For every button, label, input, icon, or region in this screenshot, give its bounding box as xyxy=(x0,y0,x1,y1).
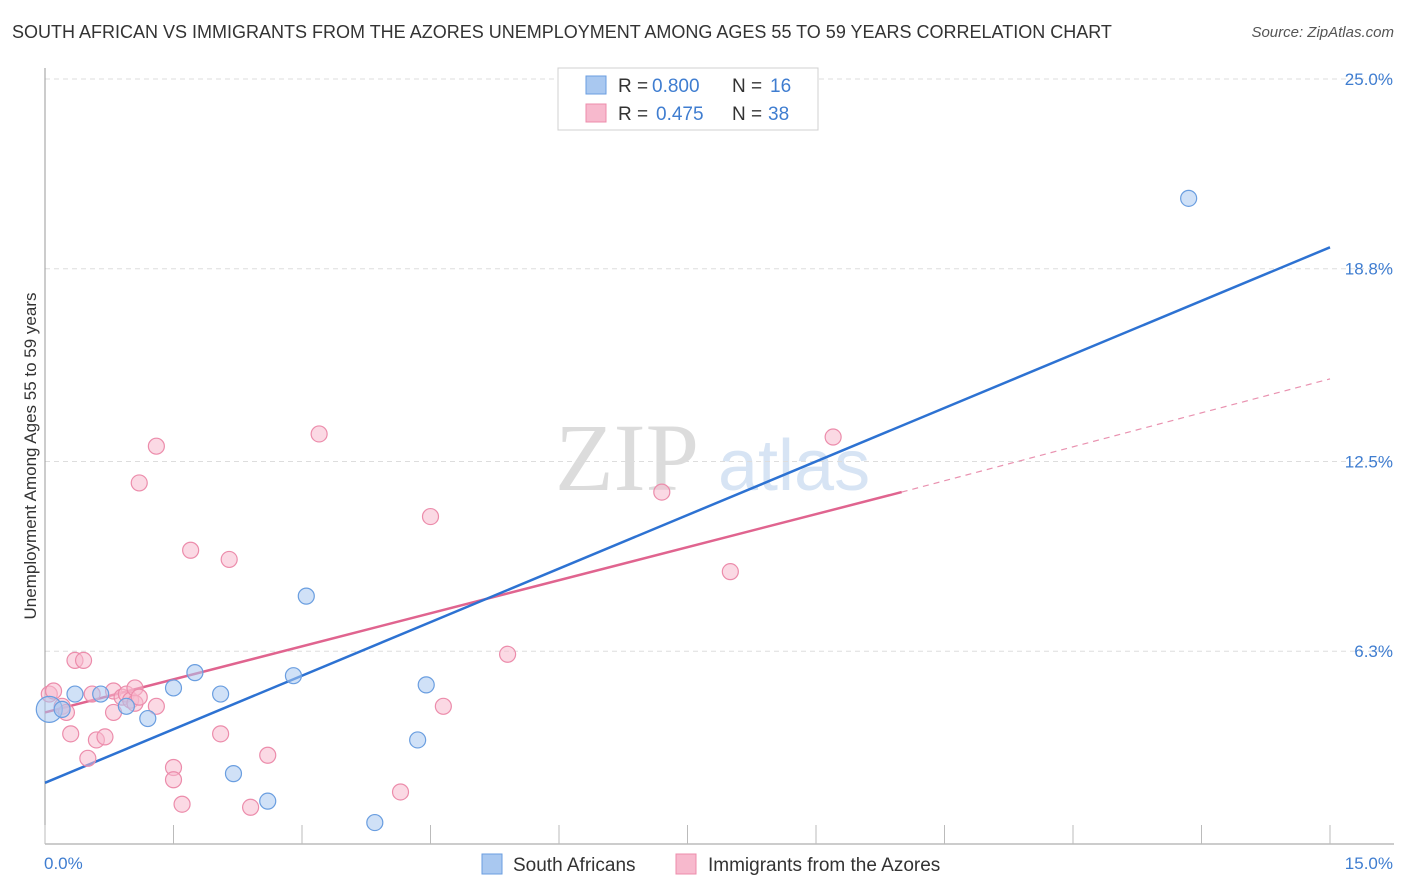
point-azores-23 xyxy=(164,771,183,789)
y-tick-label-2: 18.8% xyxy=(1345,260,1393,279)
bottom-legend-label-azores: Immigrants from the Azores xyxy=(708,855,940,876)
legend-n-label-2: N = xyxy=(732,104,762,125)
point-azores-20 xyxy=(147,437,165,455)
point-azores-19 xyxy=(130,474,148,492)
legend-n-value-1: 16 xyxy=(770,76,791,97)
gridlines xyxy=(45,78,1394,652)
point-south-africans-16 xyxy=(1180,189,1198,207)
point-azores-36 xyxy=(721,563,739,581)
legend-r-value-1: 0.800 xyxy=(652,76,700,97)
point-south-africans-7 xyxy=(186,664,204,682)
trend-line-south-africans xyxy=(44,246,1331,784)
point-azores-24 xyxy=(173,795,191,813)
point-south-africans-8 xyxy=(212,685,230,703)
point-south-africans-11 xyxy=(284,667,303,685)
x-axis-ticks xyxy=(44,825,1331,844)
point-azores-32 xyxy=(421,507,440,526)
trend-lines xyxy=(44,246,1331,784)
point-azores-21 xyxy=(147,697,165,715)
point-south-africans-2 xyxy=(66,685,84,703)
point-azores-25 xyxy=(182,541,200,559)
point-azores-7 xyxy=(79,749,97,767)
x-tick-label-max: 15.0% xyxy=(1345,854,1393,873)
point-azores-30 xyxy=(310,425,328,443)
point-south-africans-1 xyxy=(53,700,71,718)
legend-swatch-south-africans xyxy=(585,75,607,95)
trend-line-azores-extension xyxy=(901,378,1331,493)
point-south-africans-6 xyxy=(164,679,183,697)
legend-n-label-1: N = xyxy=(732,76,762,97)
bottom-legend-label-south-africans: South Africans xyxy=(513,855,636,876)
point-south-africans-9 xyxy=(224,765,243,783)
y-axis-label: Unemployment Among Ages 55 to 59 years xyxy=(21,293,40,620)
point-south-africans-14 xyxy=(409,731,427,749)
watermark: ZIP atlas xyxy=(555,404,870,511)
point-azores-10 xyxy=(96,728,114,746)
point-azores-4 xyxy=(62,725,80,743)
x-tick-label-min: 0.0% xyxy=(44,854,83,873)
point-azores-35 xyxy=(653,483,671,501)
point-azores-33 xyxy=(434,697,452,715)
chart-title: SOUTH AFRICAN VS IMMIGRANTS FROM THE AZO… xyxy=(12,22,1112,42)
point-south-africans-10 xyxy=(259,792,277,810)
point-azores-27 xyxy=(220,550,238,569)
series-south-africans-points xyxy=(35,189,1198,832)
point-south-africans-4 xyxy=(117,697,135,715)
legend-n-value-2: 38 xyxy=(768,104,789,125)
bottom-legend: South Africans Immigrants from the Azore… xyxy=(481,853,940,876)
watermark-zip: ZIP xyxy=(555,404,699,511)
point-azores-6 xyxy=(74,651,93,670)
y-tick-label-0: 6.3% xyxy=(1354,642,1393,661)
legend-r-label-2: R = xyxy=(618,104,648,125)
point-azores-34 xyxy=(499,645,517,663)
point-south-africans-12 xyxy=(297,587,315,605)
point-azores-29 xyxy=(259,746,277,764)
legend-r-value-2: 0.475 xyxy=(656,104,704,125)
point-azores-28 xyxy=(242,798,260,816)
point-azores-37 xyxy=(824,428,842,446)
bottom-legend-swatch-azores xyxy=(675,853,697,875)
y-tick-labels: 6.3% 12.5% 18.8% 25.0% xyxy=(1345,70,1393,661)
bottom-legend-swatch-south-africans xyxy=(481,853,503,875)
source-label: Source: ZipAtlas.com xyxy=(1251,24,1394,41)
point-south-africans-15 xyxy=(417,676,435,694)
y-tick-label-3: 25.0% xyxy=(1345,70,1393,89)
legend-swatch-azores xyxy=(585,103,607,123)
point-azores-18 xyxy=(130,688,148,706)
point-south-africans-5 xyxy=(139,709,157,728)
point-south-africans-3 xyxy=(92,685,110,703)
y-tick-label-1: 12.5% xyxy=(1345,453,1393,472)
point-azores-31 xyxy=(391,783,410,801)
legend: R = 0.800 N = 16 R = 0.475 N = 38 xyxy=(557,67,819,131)
point-south-africans-13 xyxy=(366,813,384,832)
legend-r-label-1: R = xyxy=(618,76,648,97)
point-azores-26 xyxy=(212,725,230,743)
